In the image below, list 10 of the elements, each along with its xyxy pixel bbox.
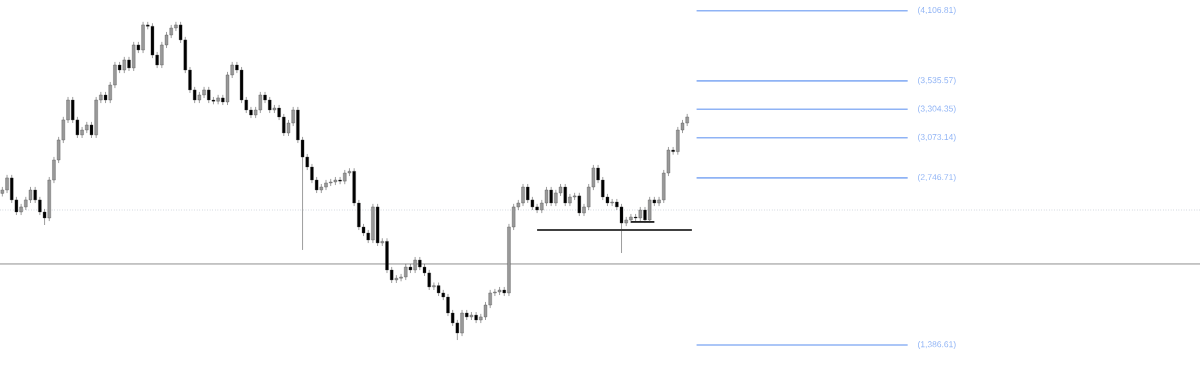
- candlestick: [469, 311, 474, 321]
- y-tick-label: (3,535.57): [918, 76, 956, 85]
- y-tick-label: (3,304.35): [918, 105, 956, 114]
- y-tick-label: (3,073.14): [918, 133, 956, 142]
- y-tick-label: (4,106.81): [918, 6, 956, 15]
- candlestick: [497, 286, 502, 296]
- candlestick: [544, 186, 549, 207]
- candlestick: [333, 176, 338, 186]
- y-tick-label: (1,386.61): [918, 341, 956, 349]
- y-tick-label: (2,746.71): [918, 173, 956, 182]
